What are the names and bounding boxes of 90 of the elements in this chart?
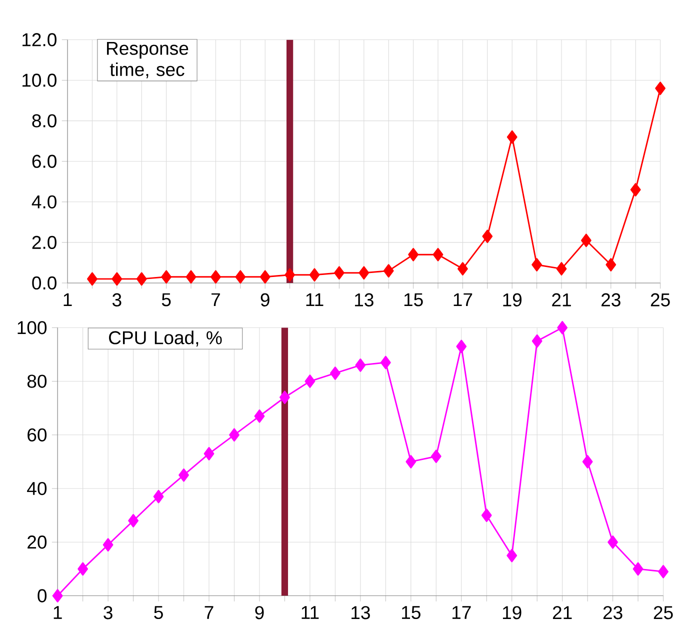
x-tick-label: 1 (64, 294, 72, 306)
point (309, 268, 320, 282)
point (186, 270, 196, 284)
point (532, 258, 542, 272)
point (458, 262, 468, 276)
point (136, 272, 147, 286)
point (355, 358, 366, 372)
point (383, 264, 394, 278)
point (235, 270, 246, 284)
x-tick-label: 11 (306, 294, 324, 306)
point (153, 490, 164, 504)
x-tick-label: 3 (104, 606, 112, 620)
point (606, 258, 616, 272)
point (102, 538, 114, 552)
x-tick-label: 17 (452, 606, 471, 620)
point (658, 565, 668, 579)
y-tick-label: 2.0 (32, 236, 56, 250)
point (532, 334, 542, 348)
point (506, 130, 518, 144)
y-tick-label: 4.0 (32, 196, 56, 209)
x-tick-label: 21 (552, 606, 572, 620)
x-tick-label: 1 (54, 606, 62, 620)
y-tick-label: 6.0 (32, 155, 56, 168)
x-tick-label: 25 (650, 294, 670, 307)
point (456, 340, 467, 354)
x-tick-label: 9 (260, 294, 270, 307)
x-tick-label: 15 (402, 606, 420, 620)
chart-title: CPU Load, % (109, 330, 222, 347)
x-tick-label: 19 (502, 606, 522, 620)
point (482, 230, 493, 244)
point (432, 248, 444, 262)
y-tick-label: 12.0 (22, 33, 56, 47)
point (655, 82, 666, 96)
point (430, 450, 442, 464)
text: Response time, sec (107, 42, 188, 79)
point (630, 183, 641, 197)
point (128, 514, 139, 528)
x-tick-label: 23 (602, 294, 620, 307)
point (280, 390, 290, 404)
point (334, 266, 344, 280)
x-tick-label: 7 (204, 606, 214, 620)
x-tick-label: 17 (454, 294, 472, 306)
y-tick-label: 60 (28, 428, 47, 442)
x-tick-label: 11 (302, 606, 319, 620)
point (284, 268, 296, 282)
point (229, 428, 240, 442)
y-tick-label: 8.0 (32, 114, 56, 128)
point (581, 234, 592, 248)
point (178, 468, 189, 482)
point (330, 366, 340, 380)
x-tick-label: 5 (162, 294, 171, 306)
y-tick-label: 10.0 (22, 74, 56, 88)
point (557, 321, 568, 335)
y-tick-label: 0.0 (32, 276, 56, 290)
point (582, 455, 593, 469)
y-tick-label: 80 (27, 374, 47, 388)
y-tick-label: 100 (18, 321, 47, 334)
x-tick-label: 23 (603, 606, 622, 620)
y-tick-label: 20 (28, 536, 47, 549)
x-tick-label: 7 (212, 294, 220, 306)
point (78, 562, 88, 576)
point (161, 270, 172, 284)
point (481, 508, 492, 522)
x-tick-label: 5 (154, 606, 163, 620)
y-tick-label: 0 (38, 589, 47, 603)
x-tick-label: 13 (355, 294, 374, 307)
x-tick-label: 9 (255, 606, 264, 620)
point (556, 262, 567, 276)
point (87, 272, 98, 286)
point (506, 549, 518, 562)
point (52, 589, 63, 603)
point (254, 410, 265, 424)
x-tick-label: 13 (352, 606, 370, 620)
x-tick-label: 15 (404, 294, 423, 306)
point (380, 356, 391, 370)
x-tick-label: 21 (552, 294, 571, 306)
point (632, 562, 644, 576)
x-tick-label: 19 (503, 294, 522, 307)
x-tick-label: 25 (654, 606, 673, 620)
point (608, 536, 618, 550)
point (358, 266, 370, 280)
point (204, 447, 214, 461)
y-tick-label: 40 (27, 482, 47, 496)
point (408, 248, 419, 262)
point (210, 270, 221, 284)
point (304, 374, 316, 388)
point (112, 272, 122, 286)
point (406, 455, 416, 469)
x-tick-label: 3 (112, 294, 122, 307)
point (260, 270, 270, 284)
